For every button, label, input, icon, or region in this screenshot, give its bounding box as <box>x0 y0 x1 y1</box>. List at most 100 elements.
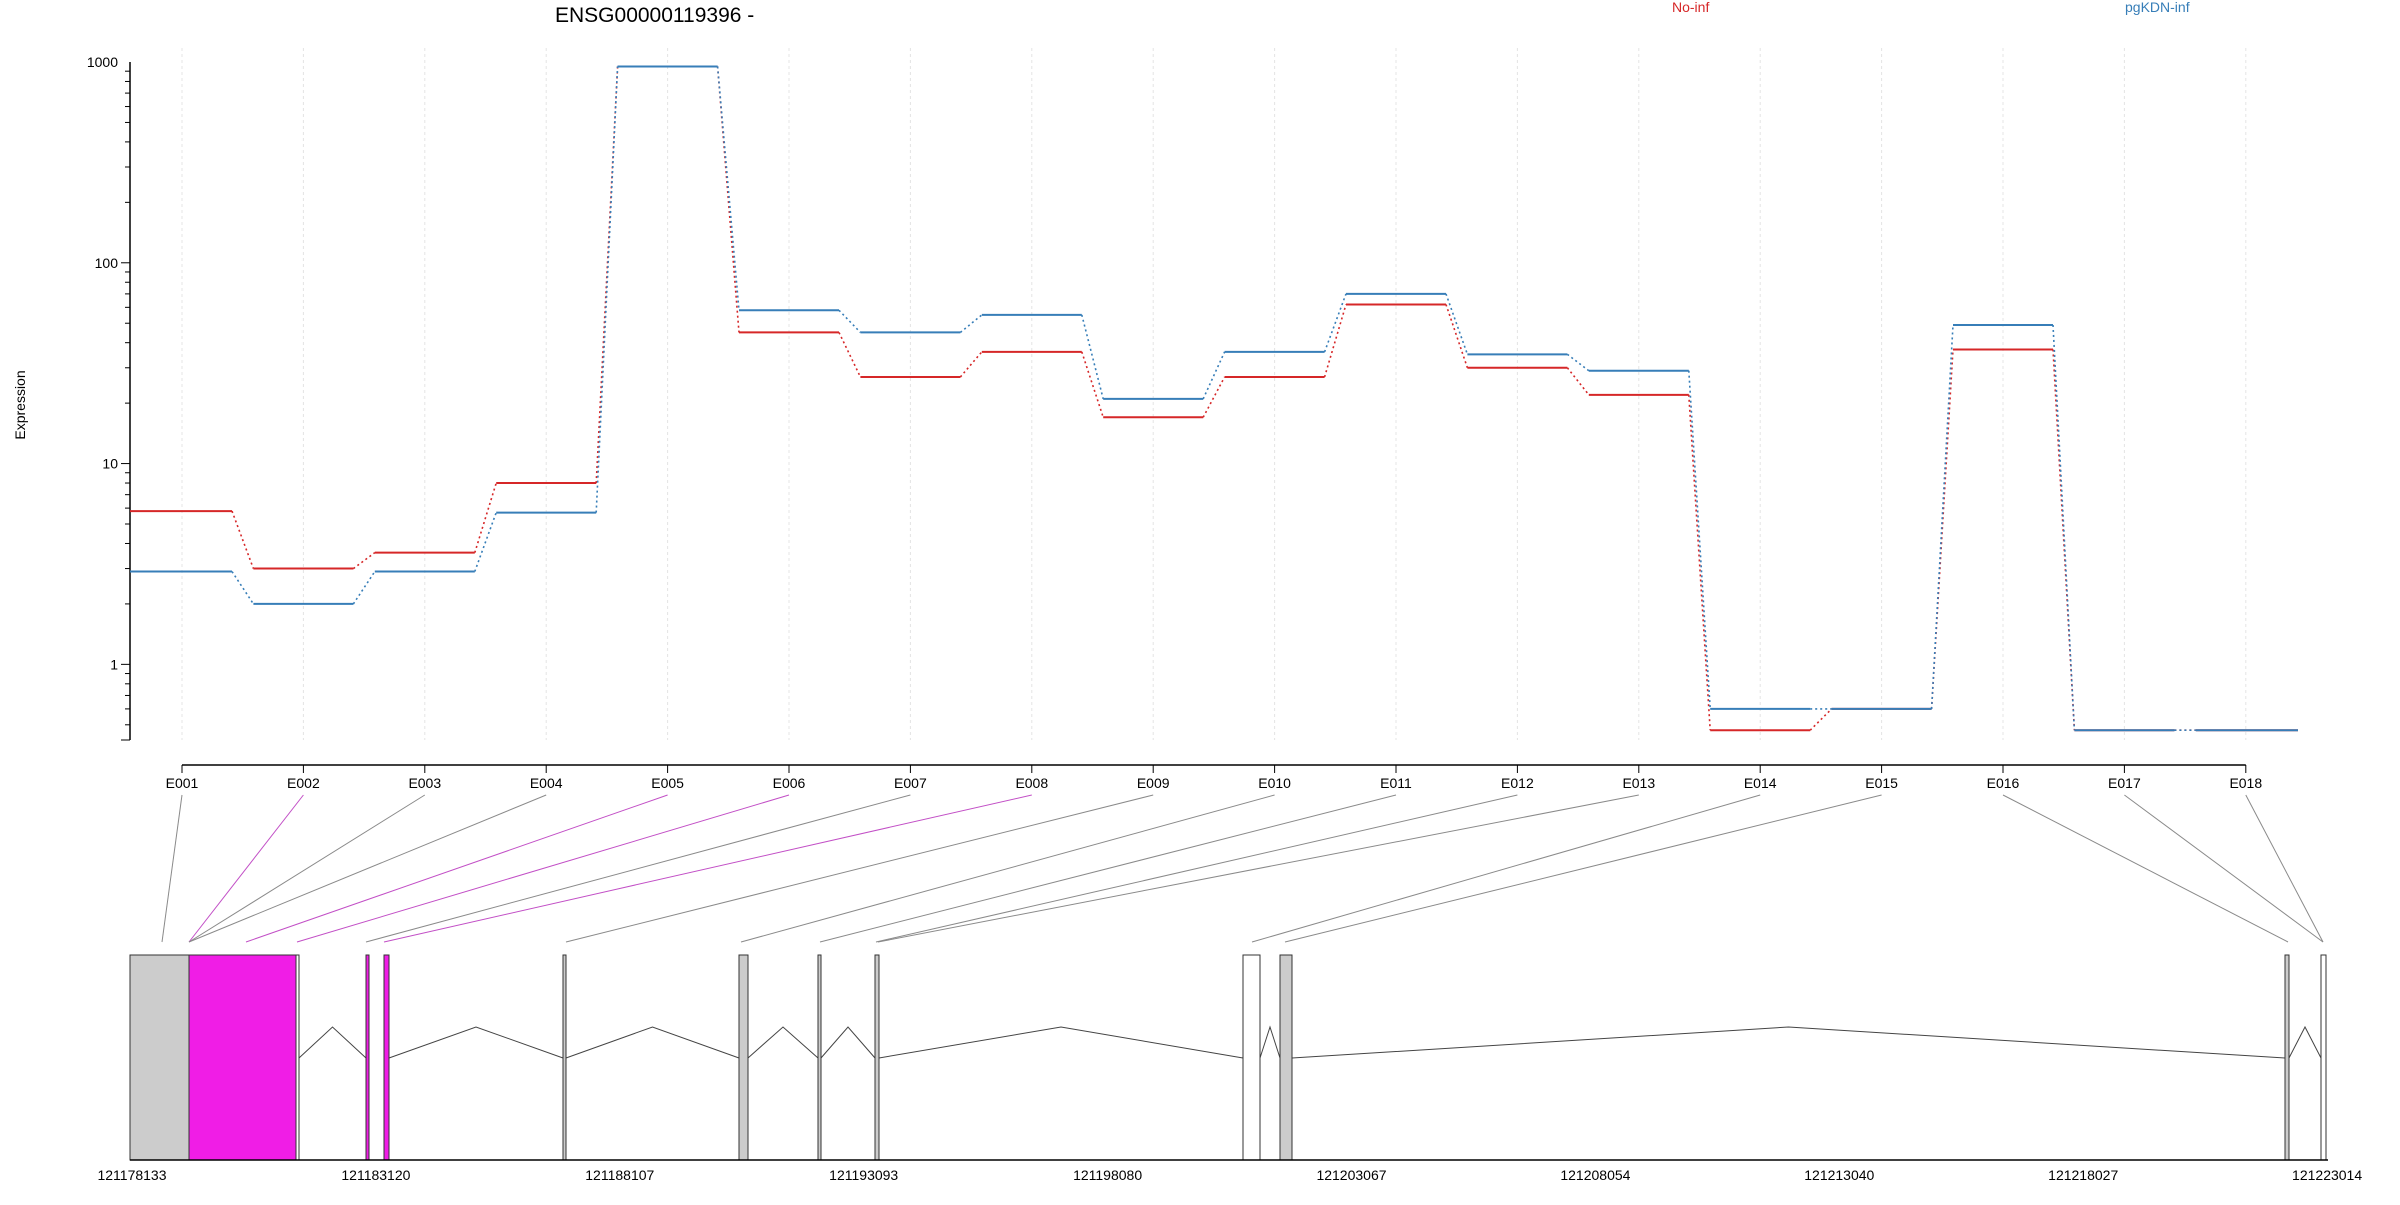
x-tick-label-e007: E007 <box>894 775 927 791</box>
x-tick-label-e006: E006 <box>773 775 806 791</box>
exon-box <box>188 954 297 1161</box>
transition-e011 <box>1445 304 1469 369</box>
exon-box <box>817 954 822 1161</box>
exon-box <box>365 954 370 1161</box>
transition-e013 <box>1688 394 1711 731</box>
transition-e007 <box>959 351 983 378</box>
intron-line <box>878 1026 1244 1059</box>
x-tick-label-e018: E018 <box>2229 775 2262 791</box>
transition-e013 <box>1688 370 1711 709</box>
x-tick-label-e005: E005 <box>651 775 684 791</box>
transition-e002 <box>352 571 376 605</box>
coordinate-label: 121213040 <box>1804 1167 1874 1183</box>
connector-e018 <box>2245 794 2324 943</box>
coordinate-label: 121208054 <box>1560 1167 1630 1183</box>
coordinate-label: 121188107 <box>585 1167 654 1183</box>
transition-e005 <box>716 66 740 311</box>
exon-box <box>295 954 300 1161</box>
coordinate-label: 121203067 <box>1316 1167 1386 1183</box>
y-tick-label: 10 <box>102 456 118 472</box>
connector-e013 <box>877 794 1639 943</box>
intron-line <box>1291 1026 2286 1059</box>
gene-model <box>129 954 2327 1161</box>
x-tick-label-e012: E012 <box>1501 775 1534 791</box>
series-no-inf <box>130 65 2298 732</box>
connector-e012 <box>875 794 1518 943</box>
exon-box <box>738 954 749 1161</box>
intron-line <box>565 1026 740 1059</box>
transition-e012 <box>1566 367 1590 396</box>
x-tick-label-e011: E011 <box>1380 775 1412 791</box>
transition-e002 <box>352 552 376 570</box>
exon-box <box>562 954 567 1161</box>
transition-e010 <box>1323 293 1347 353</box>
transition-e012 <box>1566 353 1590 372</box>
x-tick-label-e014: E014 <box>1744 775 1777 791</box>
connector-e009 <box>565 794 1154 943</box>
legend-label-pgkdn-inf: pgKDN-inf <box>2125 0 2190 15</box>
intron-line <box>298 1026 367 1059</box>
x-tick-label-e002: E002 <box>287 775 320 791</box>
x-axis: E001 E002 E003 E004 E005 E006 E007 E008 E009 E010… <box>166 764 2262 791</box>
y-axis: 1 10 100 1000 <box>87 54 131 741</box>
x-tick-label-e017: E017 <box>2108 775 2141 791</box>
transition-e010 <box>1323 304 1347 378</box>
exon-box <box>383 954 390 1161</box>
connector-e001 <box>161 794 183 943</box>
exon-box <box>129 954 190 1161</box>
connector-e005 <box>245 794 668 943</box>
transition-e014 <box>1809 708 1833 731</box>
y-axis-label: Expression <box>12 370 28 439</box>
connector-e015 <box>1284 794 1882 943</box>
connector-e003 <box>188 794 426 943</box>
x-tick-label-e003: E003 <box>408 775 441 791</box>
chart-title: ENSG00000119396 - <box>555 4 754 27</box>
x-tick-label-e008: E008 <box>1015 775 1048 791</box>
coordinate-label: 121218027 <box>2048 1167 2118 1183</box>
x-tick-label-e001: E001 <box>166 775 199 791</box>
y-tick-label: 1000 <box>87 54 118 70</box>
series-pgkdn-inf <box>130 65 2298 732</box>
intron-line <box>1259 1025 1281 1059</box>
exon-box <box>2320 954 2327 1161</box>
transition-e009 <box>1202 376 1226 418</box>
x-tick-label-e009: E009 <box>1137 775 1170 791</box>
connector-e008 <box>383 794 1032 943</box>
connector-e006 <box>296 794 790 943</box>
connector-e016 <box>2002 794 2289 943</box>
coordinate-label: 121223014 <box>2292 1167 2362 1183</box>
transition-e001 <box>231 510 255 569</box>
coordinate-label: 121183120 <box>341 1167 410 1183</box>
transition-e004 <box>595 66 619 484</box>
legend-label-no-inf: No-inf <box>1672 0 1709 15</box>
connector-e002 <box>188 794 304 943</box>
exon-box <box>1242 954 1261 1161</box>
exon-box <box>1279 954 1293 1161</box>
transition-e009 <box>1202 351 1226 400</box>
exon-connector-lines <box>161 794 2324 943</box>
transition-e007 <box>959 314 983 334</box>
transition-e015 <box>1930 324 1954 709</box>
transition-e006 <box>838 309 861 333</box>
connector-e014 <box>1251 794 1761 943</box>
series-lines <box>130 65 2298 732</box>
connector-e017 <box>2124 794 2324 943</box>
connector-e007 <box>365 794 911 943</box>
transition-e003 <box>474 482 497 553</box>
intron-line <box>2288 1025 2322 1059</box>
connector-e011 <box>819 794 1397 943</box>
y-tick-label: 100 <box>95 255 119 271</box>
x-tick-label-e010: E010 <box>1258 775 1291 791</box>
x-tick-label-e004: E004 <box>530 775 563 791</box>
transition-e008 <box>1081 351 1104 418</box>
vertical-gridlines <box>181 48 2247 740</box>
intron-line <box>747 1026 819 1059</box>
x-tick-label-e016: E016 <box>1987 775 2020 791</box>
connector-e010 <box>740 794 1275 943</box>
intron-line <box>820 1026 876 1059</box>
transition-e001 <box>231 571 255 605</box>
exon-box <box>2284 954 2290 1161</box>
coordinate-label: 121178133 <box>97 1167 166 1183</box>
